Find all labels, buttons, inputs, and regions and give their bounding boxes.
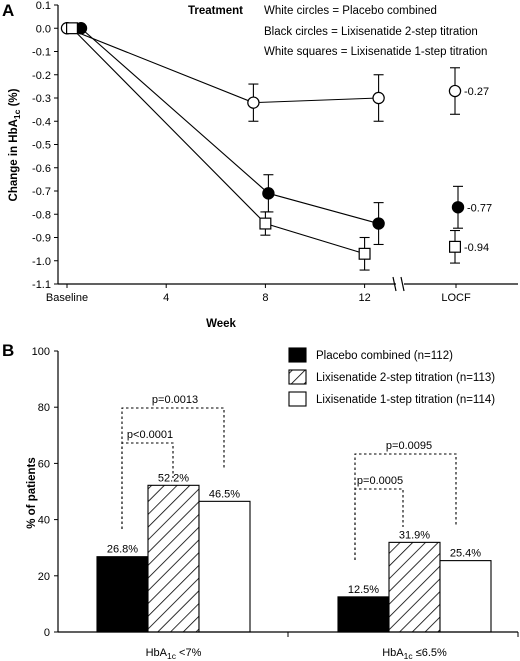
panel-a-x-axis-title: Week (206, 318, 236, 330)
bar-value-label: 46.5% (209, 488, 240, 500)
marker-open-circle (448, 84, 462, 98)
panel-b-legend: Placebo combined (n=112) Lixisenatide 2-s… (288, 347, 495, 407)
locf-value-label: -0.77 (467, 202, 492, 214)
legend-swatch (288, 369, 307, 385)
x-category-label: HbA1c <7% (146, 647, 202, 661)
locf-value-label: -0.94 (464, 242, 489, 254)
bar-value-label: 26.8% (107, 544, 138, 556)
bar (388, 541, 441, 633)
y-tick-label: -0.7 (32, 186, 51, 198)
legend-entry: Lixisenatide 2-step titration (n=113) (316, 372, 495, 384)
y-tick-label: 60 (38, 458, 50, 470)
legend-entry-one-step: White squares = Lixisenatide 1-step titr… (264, 46, 487, 58)
significance-bracket (121, 442, 174, 529)
panel-a-y-axis-title: Change in HbA1c (%) (8, 88, 22, 201)
series-circle-filled: -0.77 (74, 22, 492, 246)
locf-value-label: -0.27 (464, 86, 489, 98)
marker-open-square (65, 22, 78, 35)
y-tick-label: 20 (38, 571, 50, 583)
series-square-open: -0.94 (65, 22, 489, 271)
y-tick-label: -1.0 (32, 256, 51, 268)
panel-a: A 0.1 0.0 -0.1 -0.2 -0.3 -0.4 -0.5 -0.6 -0.7 -0.8… (2, 0, 518, 330)
y-tick-label: -0.3 (32, 93, 51, 105)
y-tick-label: -0.4 (32, 116, 51, 128)
y-tick-label: -0.1 (32, 47, 51, 59)
panel-a-letter: A (2, 1, 14, 20)
y-tick-label: -0.9 (32, 233, 51, 245)
legend-title: Treatment (188, 5, 243, 17)
panel-b: B 0 20 40 60 80 100 % of patients Placebo com… (2, 341, 519, 661)
y-tick-label: 0.0 (36, 23, 51, 35)
axis-break-mark (400, 276, 405, 292)
x-tick-label: 12 (358, 292, 370, 304)
marker-filled-circle (451, 201, 465, 214)
y-tick-label: 80 (38, 402, 50, 414)
p-value-label: p<0.0001 (127, 429, 173, 441)
y-tick-label: 100 (32, 346, 50, 358)
x-tick-label: 8 (262, 292, 268, 304)
significance-bracket (121, 407, 225, 529)
marker-filled-circle (372, 217, 385, 230)
p-value-label: p=0.0013 (152, 394, 198, 406)
panel-a-x-axis: Baseline 4 8 12 LOCF (46, 276, 518, 304)
panel-b-plot-area: 26.8% 52.2% 46.5% 12.5% 31.9% 25.4% p<0.0001 p=… (96, 394, 492, 633)
panel-b-x-axis: HbA1c <7% HbA1c ≤6.5% (58, 631, 519, 661)
marker-filled-circle (262, 187, 275, 200)
significance-bracket (354, 453, 457, 560)
axis-break-mark (392, 276, 397, 292)
panel-b-y-axis-title: % of patients (26, 457, 38, 529)
y-tick-label: -0.5 (32, 140, 51, 152)
p-value-label: p=0.0095 (386, 440, 432, 452)
marker-open-square (358, 247, 371, 260)
marker-open-square (449, 240, 462, 253)
y-tick-label: -0.8 (32, 209, 51, 221)
legend-swatch (288, 391, 307, 407)
panel-b-letter: B (2, 341, 14, 360)
x-category-label: HbA1c ≤6.5% (382, 647, 447, 661)
y-tick-label: -0.6 (32, 163, 51, 175)
bar-value-label: 31.9% (399, 529, 430, 541)
y-tick-label: -0.2 (32, 70, 51, 82)
bar-value-label: 25.4% (450, 548, 481, 560)
bar (147, 484, 200, 633)
panel-a-legend: Treatment White circles = Placebo combin… (188, 5, 487, 58)
y-tick-label: -1.1 (32, 279, 51, 291)
marker-open-circle (372, 91, 385, 105)
series-line (71, 27, 365, 255)
marker-open-circle (247, 96, 260, 109)
bar (96, 556, 149, 633)
series-line (66, 27, 379, 104)
bar (337, 596, 390, 633)
legend-entry-two-step: Black circles = Lixisenatide 2-step titr… (264, 26, 478, 38)
x-tick-label: Baseline (46, 292, 88, 304)
legend-swatch (288, 347, 307, 363)
bar (439, 560, 492, 633)
y-tick-label: 40 (38, 515, 50, 527)
marker-open-square (259, 217, 272, 230)
x-tick-label: 4 (163, 292, 169, 304)
bar (198, 500, 251, 633)
panel-a-y-axis: 0.1 0.0 -0.1 -0.2 -0.3 -0.4 -0.5 -0.6 -0.7 -0.8 -0… (32, 0, 59, 291)
panel-b-y-axis: 0 20 40 60 80 100 (32, 346, 59, 639)
bar-value-label: 52.2% (158, 472, 189, 484)
bar-value-label: 12.5% (348, 584, 379, 596)
panel-a-plot-area: -0.27 -0.77 -0.94 (60, 22, 492, 271)
y-tick-label: 0.1 (36, 0, 51, 12)
legend-entry: Lixisenatide 1-step titration (n=114) (316, 394, 495, 406)
x-tick-label: LOCF (441, 292, 471, 304)
legend-entry-placebo: White circles = Placebo combined (264, 5, 437, 17)
p-value-label: p=0.0005 (357, 475, 403, 487)
legend-entry: Placebo combined (n=112) (316, 350, 453, 362)
y-tick-label: 0 (44, 627, 50, 639)
